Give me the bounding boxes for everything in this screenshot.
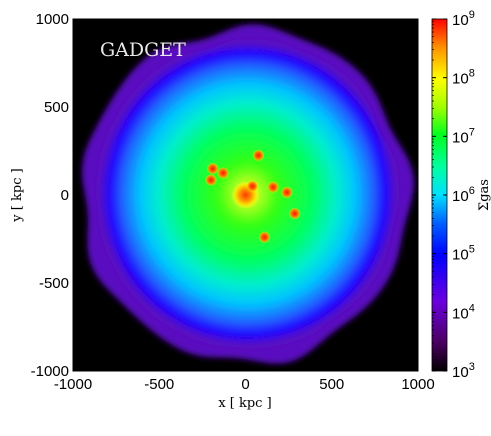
x-tick-label: -1000 bbox=[54, 376, 92, 393]
y-tick-label: -1000 bbox=[31, 363, 69, 380]
x-tick-label: 0 bbox=[241, 376, 249, 393]
colorbar-tick-label: 108 bbox=[452, 68, 475, 88]
simulation-label: GADGET bbox=[100, 39, 186, 61]
gas-clump bbox=[258, 231, 271, 244]
x-tick-label: -500 bbox=[144, 376, 174, 393]
colorbar-tick-label: 106 bbox=[452, 185, 475, 205]
gas-clump bbox=[246, 180, 259, 193]
colorbar-tick-label: 103 bbox=[452, 361, 475, 381]
colorbar-ticks: 109 108 107 106 105 104 103 bbox=[432, 9, 475, 381]
colorbar-tick-label: 107 bbox=[452, 126, 475, 146]
y-tick-label: 0 bbox=[61, 187, 69, 204]
gas-clump bbox=[288, 207, 301, 220]
gas-clumps bbox=[205, 149, 301, 244]
y-axis: -1000 -500 0 500 1000 bbox=[31, 11, 418, 380]
gas-clump bbox=[252, 149, 265, 162]
plot-area: GADGET bbox=[72, 18, 419, 372]
x-axis-label: x [ kpc ] bbox=[218, 396, 271, 411]
colorbar-tick-label: 109 bbox=[452, 9, 475, 29]
gas-clump bbox=[217, 167, 230, 179]
y-axis-label: y [ kpc ] bbox=[10, 168, 25, 222]
gas-clump bbox=[280, 186, 293, 199]
colorbar-tick-label: 105 bbox=[452, 244, 475, 264]
colorbar-tick-label: 104 bbox=[452, 302, 475, 322]
gas-clump bbox=[267, 181, 280, 194]
y-tick-label: -500 bbox=[39, 275, 69, 292]
y-tick-label: 500 bbox=[44, 99, 69, 116]
x-tick-label: 1000 bbox=[401, 376, 434, 393]
y-tick-label: 1000 bbox=[36, 11, 69, 28]
gas-clump bbox=[205, 174, 217, 186]
colorbar: 109 108 107 106 105 104 103 Σgas bbox=[431, 9, 491, 381]
x-tick-label: 500 bbox=[319, 376, 344, 393]
colorbar-label: Σgas bbox=[477, 179, 491, 211]
gas-clump bbox=[206, 162, 219, 175]
x-axis: -1000 -500 0 500 1000 bbox=[54, 19, 435, 393]
